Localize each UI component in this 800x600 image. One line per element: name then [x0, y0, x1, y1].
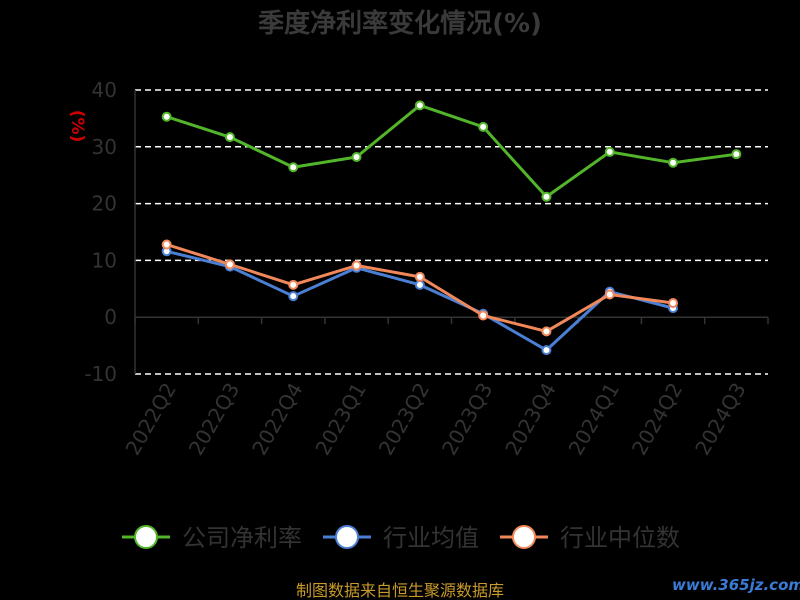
data-point[interactable]	[478, 310, 489, 321]
data-point[interactable]	[414, 100, 425, 111]
legend-label: 公司净利率	[182, 524, 302, 552]
data-point[interactable]	[414, 271, 425, 282]
legend: 公司净利率 行业均值 行业中位数	[122, 524, 680, 552]
x-tick-label: 2023Q2	[374, 379, 434, 460]
legend-marker	[335, 525, 359, 549]
legend-marker	[134, 525, 158, 549]
x-tick-label: 2024Q3	[690, 379, 750, 460]
x-tick-label: 2023Q4	[500, 379, 560, 460]
y-tick-label: 10	[92, 248, 117, 272]
series-line	[166, 103, 737, 199]
legend-label: 行业均值	[383, 524, 479, 552]
data-point[interactable]	[604, 146, 615, 157]
y-tick-label: 30	[92, 135, 117, 159]
x-tick-label: 2022Q3	[184, 379, 244, 460]
data-point[interactable]	[414, 279, 425, 290]
data-point[interactable]	[288, 162, 299, 173]
data-point[interactable]	[161, 111, 172, 122]
series-lines	[161, 100, 742, 356]
y-tick-label: 40	[92, 78, 117, 102]
x-tick-label: 2023Q3	[437, 379, 497, 460]
data-point[interactable]	[541, 326, 552, 337]
series-group	[161, 100, 742, 202]
data-point[interactable]	[351, 152, 362, 163]
data-point[interactable]	[224, 132, 235, 143]
data-point[interactable]	[351, 260, 362, 271]
data-point[interactable]	[161, 239, 172, 250]
y-axis-unit-label: (%)	[67, 110, 87, 143]
y-tick-label: 0	[104, 305, 117, 329]
legend-item[interactable]: 公司净利率	[122, 524, 302, 552]
data-point[interactable]	[604, 289, 615, 300]
data-point[interactable]	[224, 259, 235, 270]
legend-label: 行业中位数	[560, 524, 680, 552]
y-tick-label: -10	[84, 362, 117, 386]
x-tick-label: 2023Q1	[310, 379, 370, 460]
data-point[interactable]	[668, 298, 679, 308]
x-tick-label: 2022Q4	[247, 379, 307, 460]
legend-item[interactable]: 行业均值	[323, 524, 479, 552]
data-point[interactable]	[288, 279, 299, 290]
y-tick-label: 20	[92, 192, 117, 216]
legend-marker	[512, 525, 536, 549]
data-point[interactable]	[288, 291, 299, 302]
watermark: www.365jz.com	[672, 576, 800, 594]
data-point[interactable]	[478, 121, 489, 132]
data-point[interactable]	[731, 149, 742, 160]
series-group	[161, 239, 679, 337]
grid-lines	[135, 89, 768, 375]
x-tick-label: 2024Q1	[564, 379, 624, 460]
data-point[interactable]	[541, 345, 552, 356]
chart-title: 季度净利率变化情况(%)	[258, 8, 542, 39]
data-source-note: 制图数据来自恒生聚源数据库	[296, 581, 504, 600]
x-tick-label: 2022Q2	[121, 379, 181, 460]
legend-item[interactable]: 行业中位数	[500, 524, 680, 552]
data-point[interactable]	[668, 157, 679, 168]
x-tick-label: 2024Q2	[627, 379, 687, 460]
data-point[interactable]	[541, 191, 552, 202]
